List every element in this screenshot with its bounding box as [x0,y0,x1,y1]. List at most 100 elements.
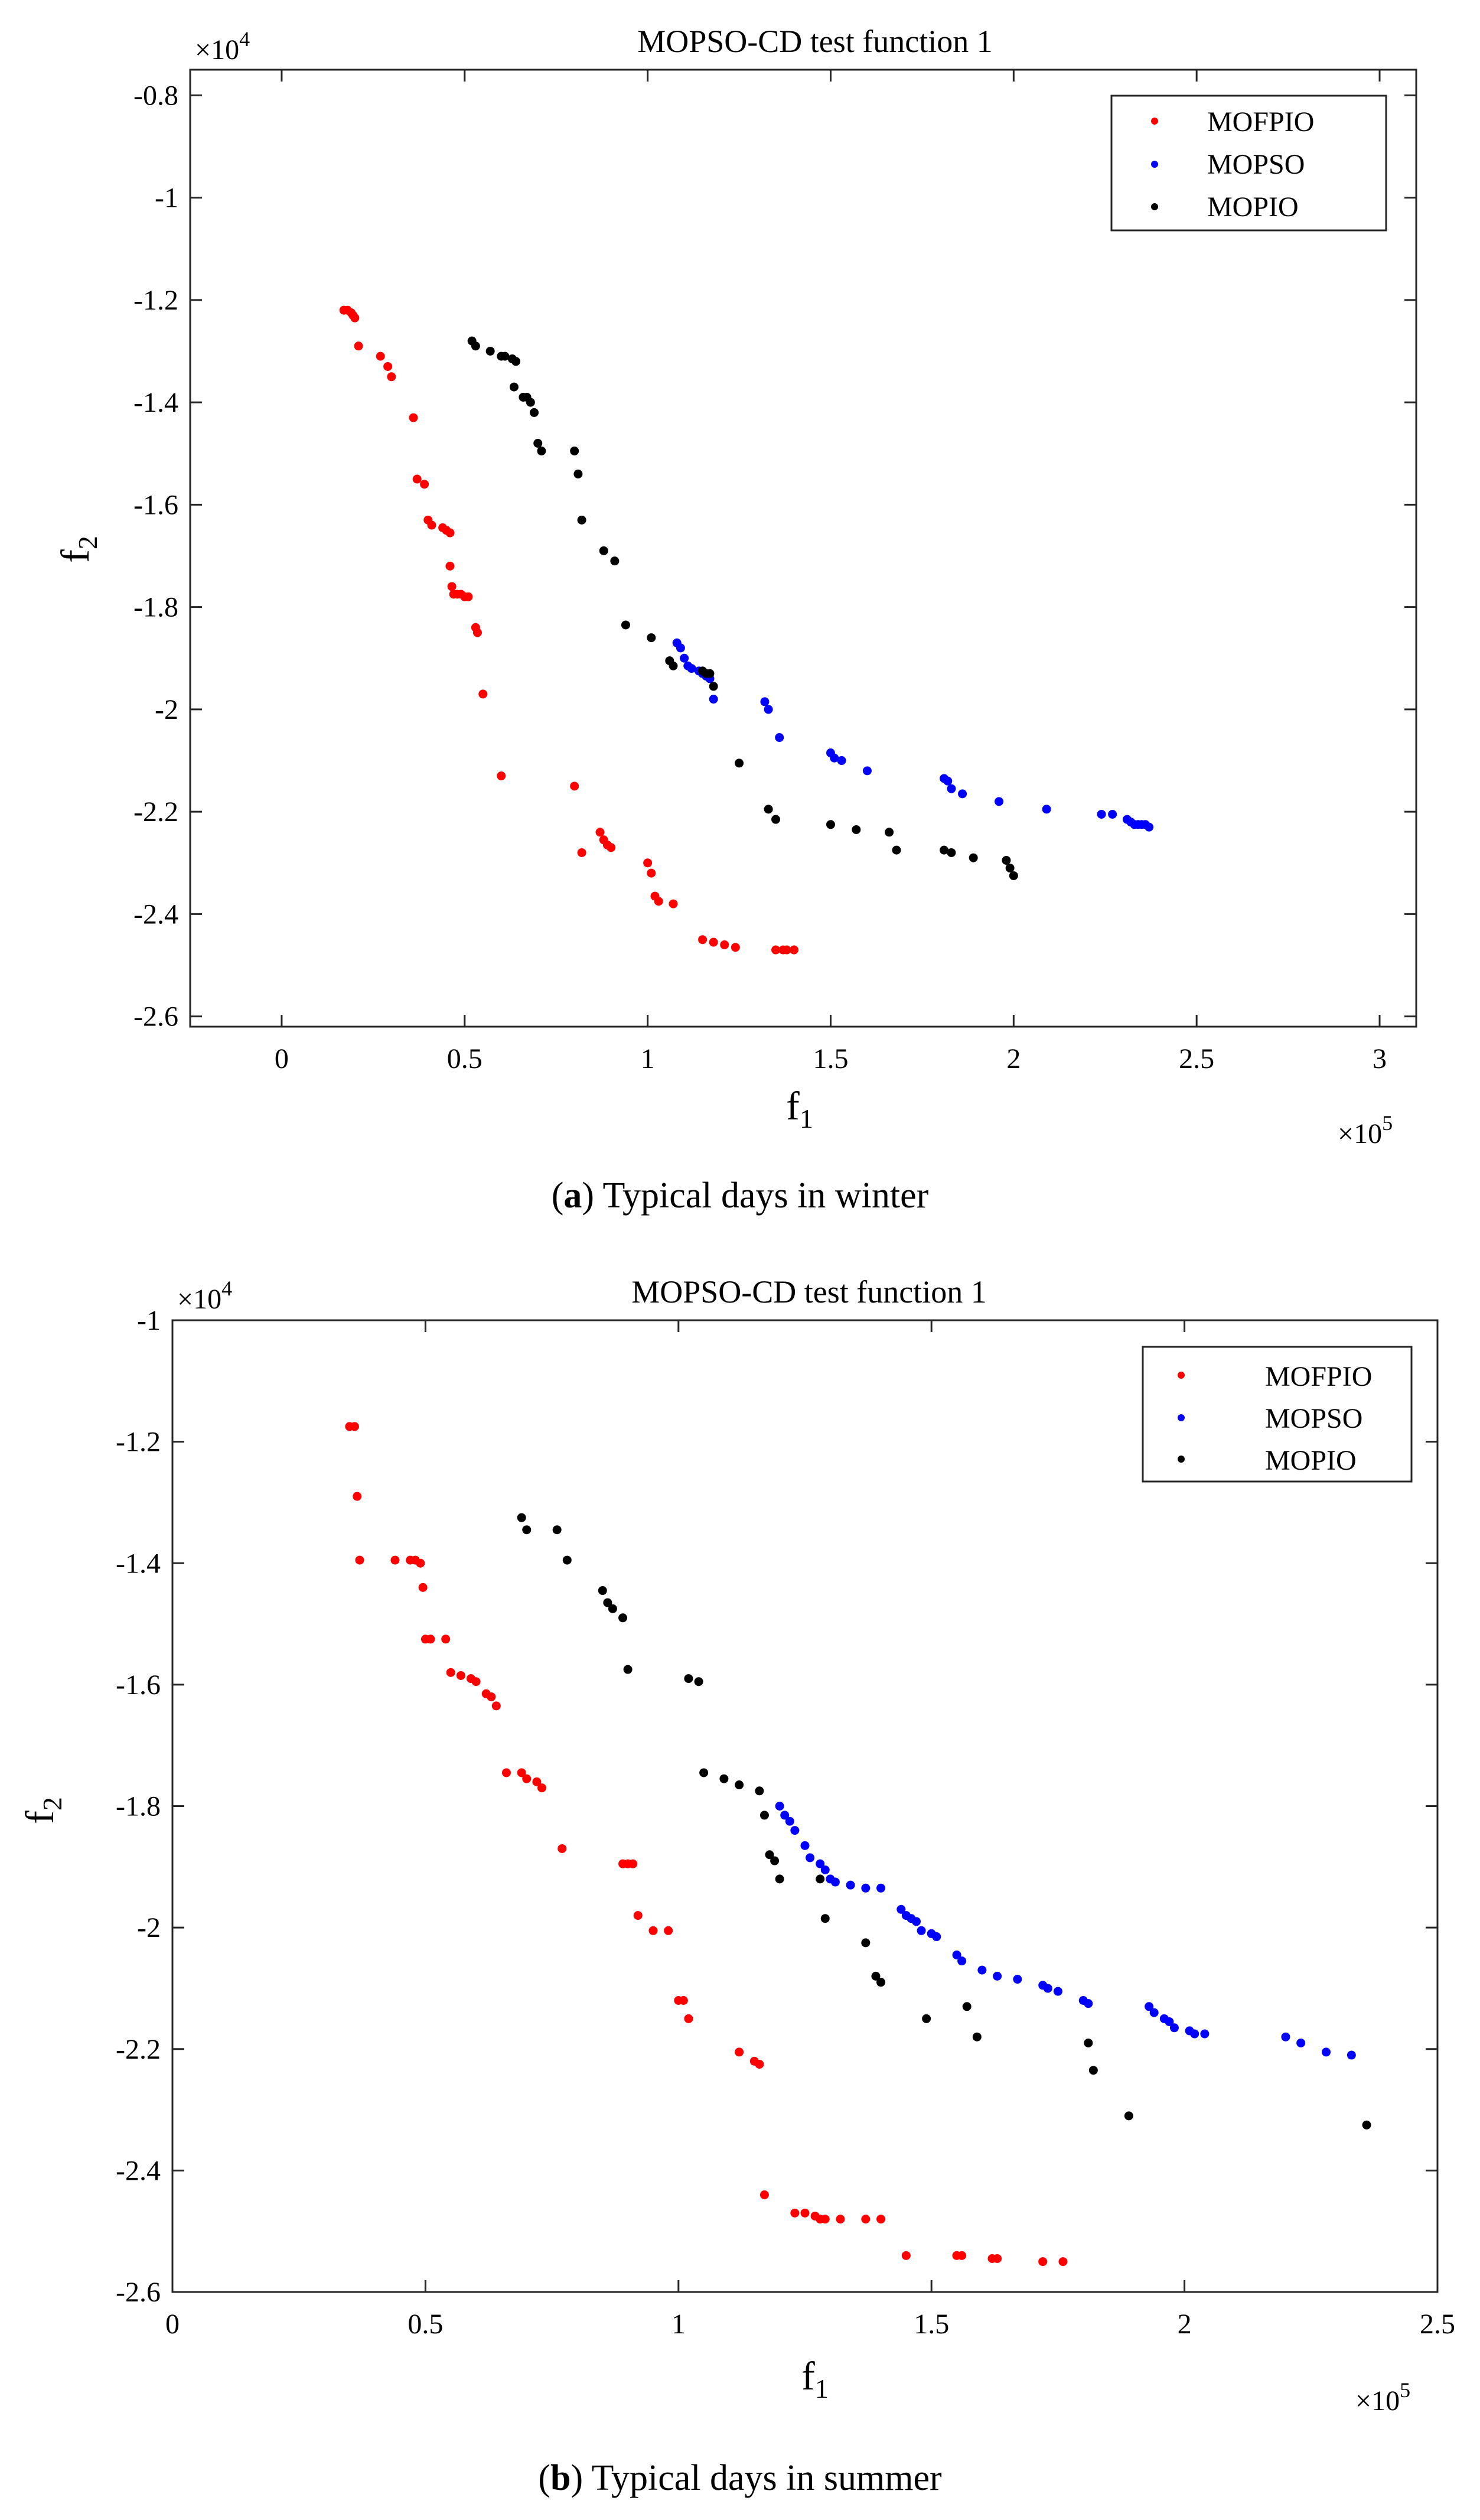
panel-b-point-mofpio [456,1671,465,1680]
panel-a-point-mopio [599,546,608,555]
panel-b-point-mopso [952,1950,961,1959]
panel-a-point-mopio [471,341,480,351]
panel-b-x-tick-label: 0.5 [408,2309,443,2340]
panel-b-point-mofpio [471,1677,481,1686]
legend-b-mopso-marker [1178,1414,1185,1421]
panel-a-point-mopio [826,820,835,829]
panel-a-point-mofpio [577,848,586,857]
panel-a-point-mofpio [497,771,506,781]
panel-a-point-mopso [764,705,773,714]
panel-a-point-mopio [885,828,894,837]
panel-a-point-mopio [577,515,586,525]
panel-a-y-tick-label: -1.6 [133,489,178,520]
panel-a-point-mopio [709,682,718,691]
panel-a-point-mofpio [350,313,360,323]
panel-b-point-mopso [1169,2023,1179,2033]
panel-a-point-mofpio [445,561,455,571]
panel-a-point-mofpio [698,935,708,945]
panel-b-point-mopio [1124,2111,1133,2121]
panel-a-y-tick-label: -1.2 [133,285,178,316]
panel-b-point-mopso [917,1926,926,1935]
panel-b-point-mopio [922,2014,931,2023]
panel-a-point-mofpio [409,413,418,422]
panel-b-y-tick-label: -1.2 [116,1427,161,1458]
panel-a-point-mofpio [782,945,791,955]
legend-b-mofpio-label: MOFPIO [1265,1361,1372,1392]
panel-a-point-mofpio [607,843,616,852]
panel-b-point-mofpio [390,1555,400,1565]
panel-b-point-mofpio [628,1859,638,1868]
panel-a-point-mopio [1009,871,1018,880]
panel-a-y-tick-label: -2.4 [133,898,178,930]
panel-a-point-mopio [735,758,744,768]
panel-b-point-mopio [1084,2038,1093,2047]
panel-a-point-mopso [1042,805,1051,814]
panel-a-x-tick-label: 0.5 [447,1043,483,1075]
panel-b-point-mofpio [532,1777,542,1786]
panel-b-point-mofpio [790,2208,800,2218]
panel-b-point-mopso [1281,2032,1290,2042]
panel-a-point-mopio [940,845,949,855]
panel-b-point-mopio [816,1874,825,1884]
panel-b-plot-area [171,1319,1439,2293]
panel-a-x-tick-label: 0 [275,1043,289,1075]
panel-b-point-mopio [871,1971,881,1981]
panel-b-point-mofpio [418,1583,428,1592]
panel-a-y-tick-label: -2 [155,694,178,725]
panel-b-x-tick-label: 2 [1178,2309,1192,2340]
panel-a-point-mofpio [570,782,579,791]
panel-a-point-mopio [852,825,861,834]
panel-b-point-mopso [1347,2050,1356,2060]
panel-a-point-mopio [570,446,579,455]
panel-b-point-mofpio [446,1668,455,1677]
panel-b-point-mopio [623,1665,633,1674]
panel-b-point-mopio [820,1914,830,1923]
panel-b-point-mofpio [836,2215,845,2224]
panel-b-point-mopso [780,1811,790,1820]
panel-b-point-mopso [816,1859,825,1868]
panel-b-y-tick-label: -1.8 [116,1791,161,1822]
panel-b-point-mopso [1296,2038,1306,2047]
panel-a-point-mofpio [771,945,781,955]
panel-b-x-tick-label: 1.5 [914,2309,949,2340]
panel-a-point-mopso [830,753,839,763]
panel-b-point-mopio [699,1768,709,1777]
panel-b-point-mopio [562,1555,572,1565]
panel-b-point-mofpio [755,2059,764,2069]
panel-a-point-mopio [500,351,510,361]
panel-b-point-mopio [1362,2120,1371,2130]
legend-a-mofpio-label: MOFPIO [1207,106,1314,138]
legend-b-mopio-marker [1178,1456,1185,1463]
panel-b-x-label: f1 [801,2353,829,2404]
panel-b-point-mopso [785,1816,794,1826]
legend-a-mopio-label: MOPIO [1207,191,1299,223]
panel-b-point-mofpio [993,2254,1002,2263]
panel-b-summer-chart: MOPSO-CD test function 1 ×104 0 0.5 1 1.5 2 2… [17,1274,1455,2498]
panel-b-y-tick-label: -1 [137,1305,161,1336]
panel-a-caption: (a) Typical days in winter [552,1176,929,1216]
panel-a-point-mofpio [420,480,429,489]
panel-b-point-mofpio [679,1996,688,2005]
panel-a-y-tick-label: -1.8 [133,592,178,623]
panel-a-x-tick-label: 3 [1373,1043,1387,1075]
panel-b-point-mofpio [664,1926,673,1935]
panel-a-point-mopso [958,789,967,799]
panel-b-point-mopso [806,1853,815,1863]
panel-b-point-mopso [1084,1999,1093,2008]
panel-b-x-multiplier: ×105 [1355,2378,1410,2417]
panel-b-legend: MOFPIO MOPSO MOPIO [1142,1346,1413,1483]
panel-a-x-tick-label: 2.5 [1179,1043,1214,1075]
panel-b-point-mopio [755,1786,764,1796]
panel-b-point-mopso [1165,2017,1174,2026]
panel-a-point-mopio [621,620,630,630]
panel-a-point-mofpio [654,897,663,906]
panel-b-point-mopio [759,1811,769,1820]
panel-b-point-mopso [897,1904,906,1914]
panel-b-caption: (b) Typical days in summer [538,2458,942,2498]
panel-a-point-mofpio [720,940,729,949]
legend-a-mopso-marker [1151,161,1158,168]
panel-b-point-mopso [1013,1975,1022,1984]
panel-b-point-mopso [820,1865,830,1874]
panel-a-point-mofpio [643,858,653,868]
